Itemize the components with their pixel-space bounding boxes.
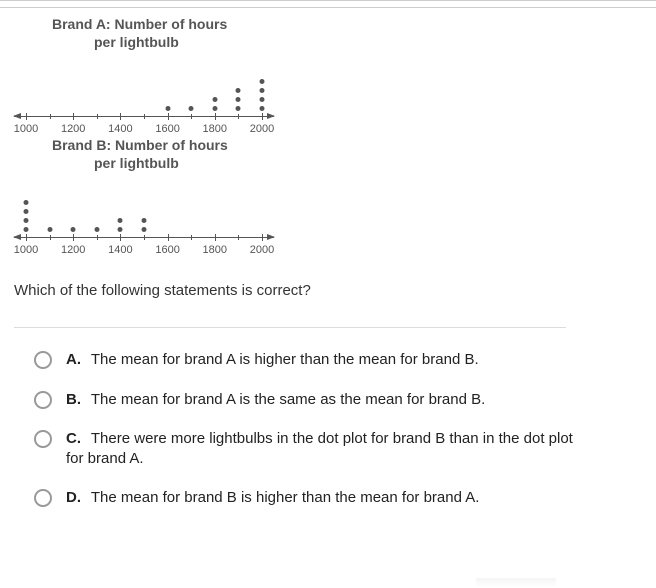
tick-label: 1600 — [155, 244, 179, 256]
dot — [212, 106, 217, 111]
dot — [260, 88, 265, 93]
tick-label: 1800 — [203, 123, 227, 135]
option-text: The mean for brand A is higher than the … — [87, 351, 479, 368]
dot — [47, 227, 52, 232]
radio-button[interactable] — [34, 391, 52, 409]
dot — [24, 209, 29, 214]
tick-label: 1400 — [108, 123, 132, 135]
dot — [142, 218, 147, 223]
option-letter: A. — [66, 351, 81, 368]
dot — [260, 79, 265, 84]
tick-label: 1200 — [61, 244, 85, 256]
tick-label: 2000 — [250, 123, 274, 135]
option-D[interactable]: D. The mean for brand B is higher than t… — [34, 488, 656, 508]
dot — [94, 227, 99, 232]
dot — [165, 106, 170, 111]
dot — [236, 88, 241, 93]
option-text: There were more lightbulbs in the dot pl… — [66, 430, 573, 467]
chart-b-title: Brand B: Number of hours per lightbulb — [14, 137, 656, 172]
option-A[interactable]: A. The mean for brand A is higher than t… — [34, 350, 656, 370]
option-B[interactable]: B. The mean for brand A is the same as t… — [34, 390, 656, 410]
options-list: A. The mean for brand A is higher than t… — [34, 350, 656, 508]
dot — [212, 97, 217, 102]
dot — [24, 227, 29, 232]
dot — [24, 218, 29, 223]
chart-a-title-line1: Brand A: Number of hours — [52, 16, 227, 32]
tick-label: 1200 — [61, 123, 85, 135]
dot — [236, 97, 241, 102]
dotplot-a: 1000 1200 1400 1600 1800 2000 — [14, 55, 274, 133]
option-text: The mean for brand B is higher than the … — [87, 489, 479, 506]
option-C[interactable]: C. There were more lightbulbs in the dot… — [34, 429, 656, 468]
dotplot-b: 1000 1200 1400 1600 1800 2000 — [14, 176, 274, 254]
option-letter: D. — [66, 489, 81, 506]
tick-label: 1000 — [14, 244, 38, 256]
tick-label: 1600 — [155, 123, 179, 135]
dot — [260, 97, 265, 102]
radio-button[interactable] — [34, 430, 52, 448]
submit-button-edge — [476, 578, 556, 588]
dot — [24, 200, 29, 205]
chart-a-title: Brand A: Number of hours per lightbulb — [14, 16, 656, 51]
tick-label: 1800 — [203, 244, 227, 256]
chart-b-title-line1: Brand B: Number of hours — [52, 137, 228, 153]
tick-label: 2000 — [250, 244, 274, 256]
dot — [118, 218, 123, 223]
radio-button[interactable] — [34, 489, 52, 507]
dot — [142, 227, 147, 232]
dot — [260, 106, 265, 111]
tick-label: 1400 — [108, 244, 132, 256]
dot — [118, 227, 123, 232]
divider — [14, 327, 566, 328]
option-text: The mean for brand A is the same as the … — [87, 391, 485, 408]
dot — [189, 106, 194, 111]
radio-button[interactable] — [34, 351, 52, 369]
chart-a-title-line2: per lightbulb — [52, 34, 656, 52]
question-text: Which of the following statements is cor… — [14, 282, 656, 299]
chart-b-title-line2: per lightbulb — [52, 155, 656, 173]
dot — [71, 227, 76, 232]
option-letter: C. — [66, 430, 81, 447]
tick-label: 1000 — [14, 123, 38, 135]
dot — [236, 106, 241, 111]
option-letter: B. — [66, 391, 81, 408]
